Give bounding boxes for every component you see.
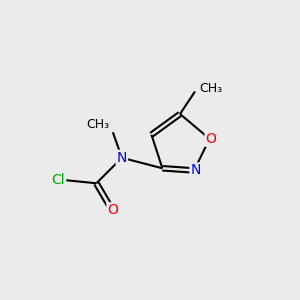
- Text: CH₃: CH₃: [87, 118, 110, 131]
- Text: CH₃: CH₃: [200, 82, 223, 95]
- Text: O: O: [206, 132, 217, 146]
- Text: N: N: [190, 164, 201, 178]
- Text: N: N: [117, 151, 127, 165]
- Text: Cl: Cl: [51, 173, 65, 187]
- Text: O: O: [107, 203, 118, 217]
